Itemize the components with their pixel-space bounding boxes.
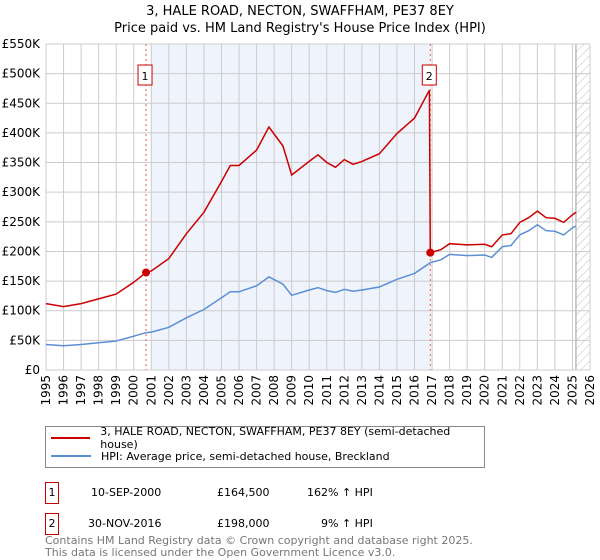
x-tick-label: 1997 (74, 375, 88, 406)
x-tick-label: 2013 (355, 375, 369, 406)
x-tick-label: 1995 (39, 375, 53, 406)
transaction-price: £198,000 (217, 517, 270, 530)
transaction-date: 30-NOV-2016 (88, 517, 162, 530)
x-tick-label: 2018 (443, 375, 457, 406)
transaction-price: £164,500 (217, 486, 270, 499)
x-tick-label: 2015 (390, 375, 404, 406)
transaction-row: 1 10-SEP-2000 £164,500 162% ↑ HPI (45, 482, 465, 504)
x-tick-label: 1999 (109, 375, 123, 406)
x-tick-label: 2001 (144, 375, 158, 406)
y-tick-label: £350K (2, 156, 42, 170)
y-tick-label: £50K (9, 333, 41, 347)
y-tick-label: £100K (2, 304, 42, 318)
legend-label: HPI: Average price, semi-detached house,… (101, 449, 390, 463)
series-line (45, 89, 577, 308)
x-tick-label: 1998 (92, 375, 106, 406)
chart-plot: 1995 1996 1997 1998 1999 2000 2001 2002 2003 2004… (2, 37, 597, 406)
legend-label: 3, HALE ROAD, NECTON, SWAFFHAM, PE37 8EY… (100, 425, 451, 451)
legend-item-hpi: HPI: Average price, semi-detached house,… (51, 448, 390, 464)
y-tick-label: £250K (2, 215, 42, 229)
x-tick-label: 2024 (548, 375, 562, 406)
x-tick-label: 2000 (127, 375, 141, 406)
x-tick-label: 2026 (583, 375, 597, 406)
y-tick-label: £0 (25, 363, 40, 377)
x-tick-label: 2023 (530, 375, 544, 406)
x-tick-label: 2012 (337, 375, 351, 406)
legend-swatch-red (51, 437, 91, 439)
x-tick-label: 2011 (320, 375, 334, 406)
sale-marker-label: 1 (142, 70, 149, 83)
footer-copyright: Contains HM Land Registry data © Crown c… (45, 534, 473, 547)
x-tick-label: 2002 (162, 375, 176, 406)
x-tick-label: 2014 (372, 375, 386, 406)
x-tick-label: 2025 (565, 375, 579, 406)
x-tick-label: 2021 (495, 375, 509, 406)
legend-item-property: 3, HALE ROAD, NECTON, SWAFFHAM, PE37 8EY… (51, 425, 484, 451)
transaction-marker: 2 (45, 513, 59, 535)
x-tick-label: 1996 (57, 375, 71, 406)
y-tick-label: £150K (2, 274, 42, 288)
transaction-row: 2 30-NOV-2016 £198,000 9% ↑ HPI (45, 513, 465, 535)
transaction-date: 10-SEP-2000 (91, 486, 162, 499)
y-tick-label: £500K (2, 67, 42, 81)
x-tick-label: 2009 (285, 375, 299, 406)
x-tick-label: 2003 (179, 375, 193, 406)
footer-licence: This data is licensed under the Open Gov… (45, 546, 396, 559)
y-tick-label: £550K (2, 37, 42, 51)
x-tick-label: 2017 (425, 375, 439, 406)
y-tick-label: £450K (2, 96, 42, 110)
chart-legend: 3, HALE ROAD, NECTON, SWAFFHAM, PE37 8EY… (45, 425, 485, 468)
x-tick-label: 2022 (513, 375, 527, 406)
x-tick-label: 2016 (408, 375, 422, 406)
x-tick-label: 2010 (302, 375, 316, 406)
shaded-ownership-period (151, 44, 431, 370)
hatched-forecast-region (575, 44, 590, 370)
chart-subtitle: Price paid vs. HM Land Registry's House … (114, 21, 486, 36)
transaction-hpi: 162% ↑ HPI (307, 486, 373, 499)
legend-swatch-blue (51, 455, 91, 457)
sale-point (426, 248, 435, 257)
x-tick-label: 2006 (232, 375, 246, 406)
transaction-hpi: 9% ↑ HPI (321, 517, 373, 530)
y-tick-label: £300K (2, 185, 42, 199)
transaction-marker: 1 (45, 482, 59, 504)
sale-point (142, 268, 151, 277)
x-tick-label: 2020 (478, 375, 492, 406)
x-tick-label: 2008 (267, 375, 281, 406)
y-tick-label: £400K (2, 126, 42, 140)
series-line (45, 223, 577, 347)
x-tick-label: 2007 (250, 375, 264, 406)
x-tick-label: 2019 (460, 375, 474, 406)
chart-title: 3, HALE ROAD, NECTON, SWAFFHAM, PE37 8EY (146, 4, 454, 19)
sale-marker-box (137, 64, 153, 86)
sale-marker-box (421, 64, 437, 86)
sale-marker-label: 2 (426, 70, 433, 83)
y-tick-label: £200K (2, 244, 42, 258)
x-tick-label: 2005 (214, 375, 228, 406)
x-tick-label: 2004 (197, 375, 211, 406)
